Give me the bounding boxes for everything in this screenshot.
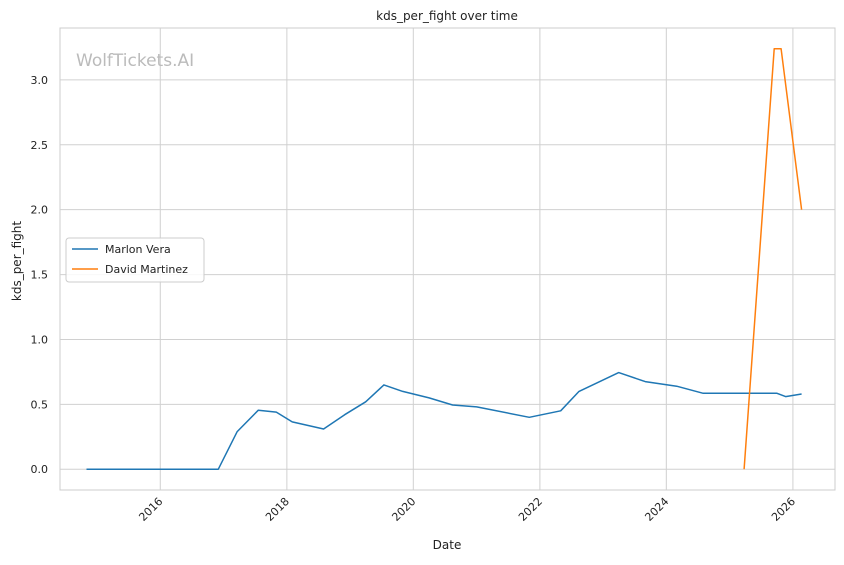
watermark: WolfTickets.AI: [76, 51, 194, 71]
legend-entry: Marlon Vera: [105, 243, 171, 256]
y-tick-label: 1.0: [31, 333, 49, 346]
x-tick-label: 2022: [516, 495, 545, 524]
chart-title: kds_per_fight over time: [376, 9, 518, 23]
y-tick-label: 0.5: [31, 398, 49, 411]
legend-entry: David Martinez: [105, 263, 188, 276]
legend: Marlon Vera David Martinez: [65, 237, 205, 283]
y-tick-label: 3.0: [31, 74, 49, 87]
y-tick-label: 2.5: [31, 139, 49, 152]
x-axis-label: Date: [433, 538, 462, 552]
series-line-marlon-vera: [86, 371, 802, 470]
legend-box: [65, 237, 205, 283]
series-line-david-martinez: [743, 48, 803, 470]
y-axis-label: kds_per_fight: [10, 221, 24, 302]
y-tick-label: 0.0: [31, 463, 49, 476]
x-tick-label: 2016: [136, 495, 165, 524]
y-tick-label: 1.5: [31, 269, 49, 282]
x-tick-label: 2018: [263, 495, 292, 524]
x-tick-label: 2020: [389, 495, 418, 524]
y-tick-label: 2.0: [31, 204, 49, 217]
x-tick-label: 2024: [642, 495, 671, 524]
x-tick-label: 2026: [769, 495, 798, 524]
